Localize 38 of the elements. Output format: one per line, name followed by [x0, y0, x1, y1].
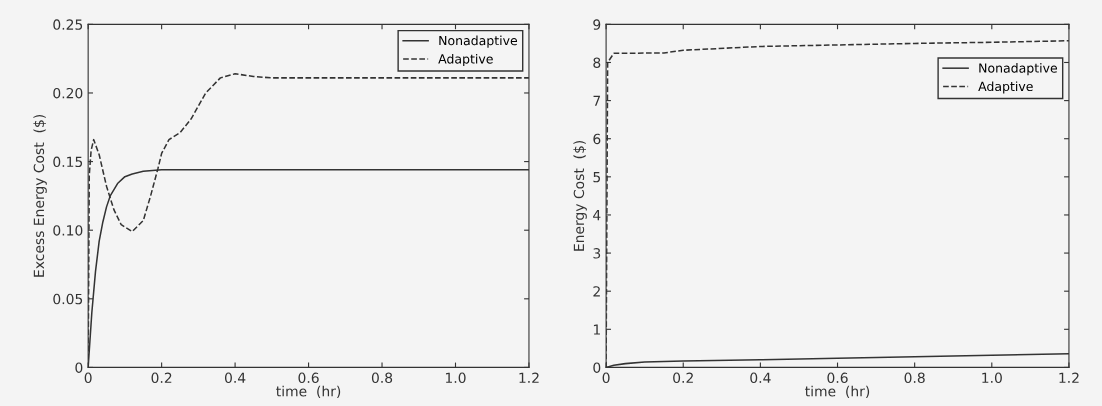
x-tick-label: 1.0 — [445, 372, 466, 384]
y-tick-label: 8 — [593, 57, 601, 68]
y-tick-label: 0 — [593, 362, 601, 373]
y-axis-title: Energy Cost ($) — [573, 140, 587, 251]
y-tick-label: 0.25 — [53, 19, 83, 30]
legend-label: Nonadaptive — [439, 35, 518, 48]
y-tick-label: 4 — [593, 210, 601, 221]
y-tick-label: 1 — [593, 324, 600, 335]
legend-label: Adaptive — [438, 53, 493, 67]
x-tick-label: 0.8 — [904, 372, 925, 384]
x-axis-title: time (hr) — [805, 385, 870, 399]
y-tick-label: 0 — [75, 362, 83, 373]
y-tick-label: 3 — [593, 248, 601, 259]
x-tick-label: 0.4 — [750, 372, 771, 384]
y-tick-label: 5 — [593, 171, 601, 183]
x-tick-label: 0.2 — [151, 372, 172, 384]
x-tick-label: 0.8 — [371, 372, 393, 384]
y-tick-label: 0.15 — [53, 156, 83, 168]
x-axis-title: time (hr) — [276, 385, 341, 399]
x-tick-label: 0.6 — [827, 372, 848, 384]
x-tick-label: 0 — [602, 372, 610, 384]
x-tick-label: 0.2 — [673, 372, 693, 384]
y-tick-label: 0.10 — [53, 225, 83, 236]
y-tick-label: 9 — [593, 19, 601, 30]
y-axis-title: Excess Energy Cost ($) — [33, 114, 47, 277]
y-tick-label: 2 — [593, 286, 600, 297]
x-tick-label: 1.2 — [1059, 372, 1079, 383]
x-tick-label: 0 — [84, 372, 92, 384]
x-tick-label: 0.4 — [224, 372, 246, 384]
x-tick-label: 0.6 — [298, 372, 319, 384]
y-tick-label: 6 — [593, 133, 601, 145]
legend-label: Nonadaptive — [979, 63, 1058, 76]
x-tick-label: 1.2 — [519, 372, 539, 383]
y-tick-label: 0.20 — [53, 87, 83, 99]
legend-label: Adaptive — [978, 81, 1033, 94]
y-tick-label: 0.05 — [53, 293, 83, 305]
x-tick-label: 1.0 — [982, 372, 1002, 384]
y-tick-label: 7 — [593, 95, 601, 106]
